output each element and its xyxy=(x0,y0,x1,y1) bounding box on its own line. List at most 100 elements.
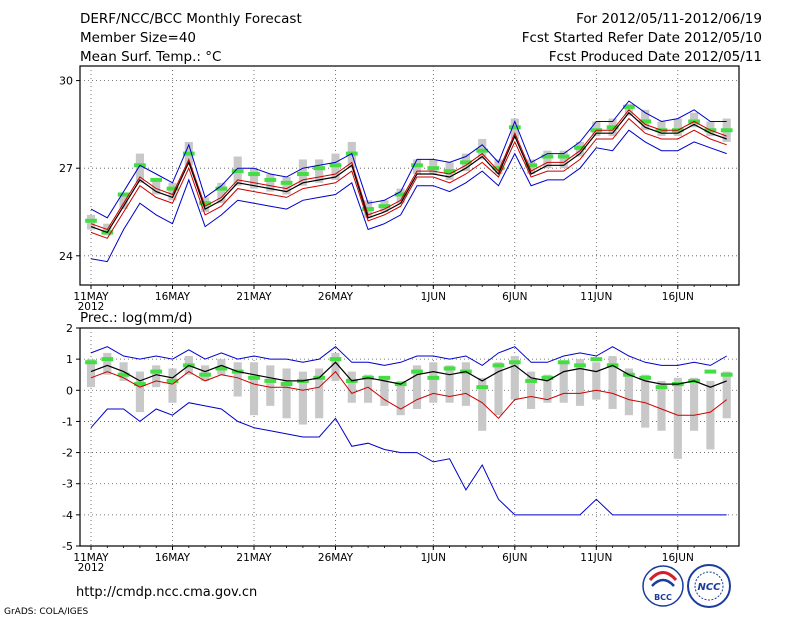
precip-year-label: 2012 xyxy=(78,562,105,574)
temperature-ensemble-box xyxy=(282,176,291,195)
precip-observed-mark xyxy=(329,357,342,362)
temperature-observed-mark xyxy=(150,177,163,182)
precip-panel-frame xyxy=(79,327,740,547)
precip-ensemble-box xyxy=(331,352,340,381)
precip-ensemble-box xyxy=(510,356,519,400)
precip-observed-mark xyxy=(215,366,228,371)
temperature-mean-line xyxy=(90,111,727,234)
precip-observed-mark xyxy=(101,357,114,362)
precip-ensemble-box xyxy=(624,368,633,416)
precip-observed-marks xyxy=(85,357,733,390)
temperature-observed-mark xyxy=(199,201,211,206)
precip-ensemble-box xyxy=(86,359,96,388)
temperature-observed-mark xyxy=(427,166,440,171)
precip-observed-mark xyxy=(280,382,293,387)
precip-ensemble-box xyxy=(380,377,389,406)
ncc-logo: NCC xyxy=(687,564,731,608)
temperature-ensemble-box xyxy=(217,182,226,204)
precip-xtick-label: 16MAY xyxy=(155,552,191,564)
forecast-period-label: For 2012/05/11-2012/06/19 xyxy=(576,11,762,27)
precip-ensemble-boxes xyxy=(86,352,731,459)
precip-ensemble-box xyxy=(168,368,177,403)
temperature-xtick-label: 26MAY xyxy=(318,291,354,303)
temperature-low-line xyxy=(90,117,727,239)
precip-observed-mark xyxy=(411,369,423,374)
precip-ensemble-box xyxy=(527,371,536,409)
precip-ensemble-box xyxy=(478,377,487,431)
precip-xtick-label: 21MAY xyxy=(236,552,272,564)
temperature-observed-mark xyxy=(623,104,635,109)
precip-ensemble-box xyxy=(608,356,617,409)
temperature-xtick-label: 1JUN xyxy=(421,291,446,303)
precip-low-line xyxy=(90,370,728,420)
precip-ensemble-box xyxy=(233,362,242,397)
precip-xtick-label: 16JUN xyxy=(662,552,694,564)
temperature-xtick-label: 21MAY xyxy=(236,291,272,303)
precip-observed-mark xyxy=(492,363,505,368)
precip-ensemble-box xyxy=(592,362,601,400)
grads-credit: GrADS: COLA/IGES xyxy=(4,607,88,617)
temperature-observed-mark xyxy=(411,163,423,168)
temperature-mean-hi-line xyxy=(90,109,727,231)
precip-ensemble-box xyxy=(445,365,454,403)
temperature-observed-mark xyxy=(508,125,521,130)
precip-ensemble-box xyxy=(282,368,291,419)
precip-ensemble-box xyxy=(396,380,405,416)
precip-ensemble-box xyxy=(347,371,356,403)
precip-observed-mark xyxy=(476,385,489,390)
forecast-produced-label: Fcst Produced Date 2012/05/11 xyxy=(549,49,762,65)
precip-observed-mark xyxy=(150,369,163,374)
temperature-observed-mark xyxy=(329,163,342,168)
precip-observed-mark xyxy=(655,385,668,390)
precip-observed-mark xyxy=(166,378,179,383)
precip-observed-mark xyxy=(264,378,277,383)
precip-xtick-label: 26MAY xyxy=(318,552,354,564)
precip-ensemble-box xyxy=(429,362,438,403)
temperature-ensemble-box xyxy=(249,168,259,189)
precip-observed-mark xyxy=(85,360,97,365)
precip-ytick-label: -5 xyxy=(62,540,73,553)
temperature-observed-mark xyxy=(248,172,260,177)
temperature-observed-mark xyxy=(460,160,472,165)
precip-mean-line xyxy=(90,361,727,388)
precip-observed-mark xyxy=(117,372,130,377)
temperature-observed-mark xyxy=(557,154,570,159)
precip-ytick-label: -2 xyxy=(62,447,73,460)
precip-observed-mark xyxy=(427,375,440,380)
temperature-ensemble-box xyxy=(152,179,161,195)
precip-observed-mark xyxy=(199,372,211,377)
source-url[interactable]: http://cmdp.ncc.cma.gov.cn xyxy=(76,585,257,600)
precip-xtick-label: 6JUN xyxy=(502,552,527,564)
precip-ensemble-box xyxy=(706,380,715,450)
temperature-observed-mark xyxy=(720,128,733,133)
temperature-observed-mark xyxy=(117,192,130,197)
precip-ensemble-box xyxy=(412,365,422,409)
precip-observed-mark xyxy=(525,378,537,383)
temperature-upper-line xyxy=(90,100,727,219)
temperature-observed-mark xyxy=(574,145,586,150)
temperature-ytick-label: 27 xyxy=(59,162,73,175)
precip-observed-mark xyxy=(541,375,554,380)
temperature-ensemble-box xyxy=(543,150,552,169)
precip-ytick-label: 2 xyxy=(66,322,73,335)
precip-ytick-label: -1 xyxy=(62,415,73,428)
temperature-series-lines xyxy=(90,100,727,263)
temperature-xtick-label: 6JUN xyxy=(502,291,527,303)
precip-series-lines xyxy=(90,346,728,516)
temperature-observed-mark xyxy=(476,148,489,153)
temperature-panel-frame xyxy=(79,65,740,286)
temperature-observed-mark xyxy=(394,192,407,197)
precip-ensemble-box xyxy=(364,374,373,403)
temperature-observed-mark xyxy=(541,154,554,159)
precip-observed-mark xyxy=(378,375,391,380)
precip-ensemble-box xyxy=(103,352,112,375)
precip-observed-mark xyxy=(557,360,570,365)
temperature-observed-mark xyxy=(313,166,326,171)
temperature-ensemble-box xyxy=(135,153,144,183)
temperature-axis-labels: 24 27 30 11MAY 16MAY 21MAY 26MAY 1JUN 6JUN 11JUN 1… xyxy=(59,75,728,313)
temperature-ensemble-box xyxy=(315,159,324,183)
temperature-xtick-label: 11MAY xyxy=(73,291,109,303)
temperature-ytick-label: 30 xyxy=(59,75,73,88)
